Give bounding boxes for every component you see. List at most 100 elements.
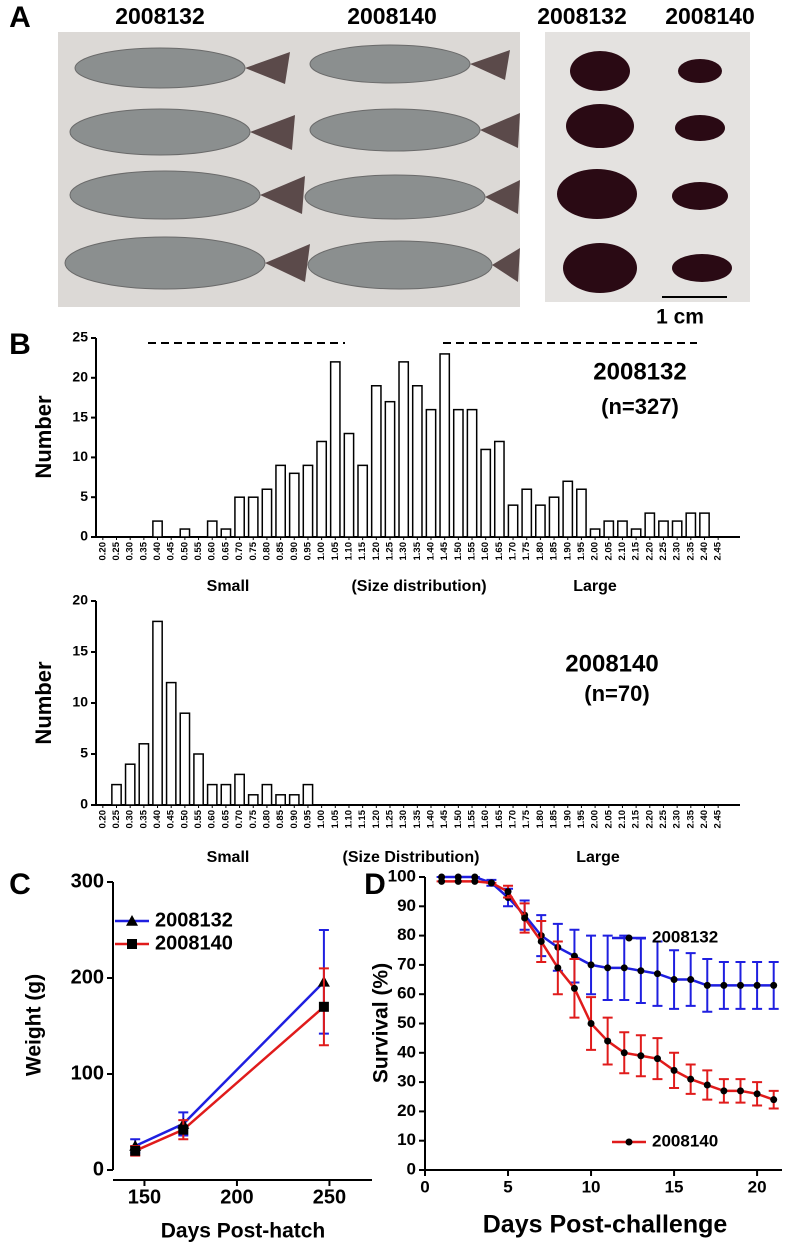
bar: [439, 353, 451, 538]
marker: [587, 1020, 595, 1027]
marker: [625, 1138, 633, 1146]
x-tick-label: 1.65: [494, 541, 505, 560]
panel-label: B: [9, 328, 31, 361]
bar: [535, 504, 546, 538]
x-tick-label: 1.80: [535, 810, 546, 829]
x-tick-label: 0: [420, 1177, 429, 1196]
y-tick-label: 200: [71, 966, 104, 988]
x-tick-label: 0.80: [261, 542, 272, 561]
x-tick-label: 2.35: [685, 541, 696, 560]
marker: [703, 1081, 711, 1089]
x-axis-label: Days Post-hatch: [161, 1220, 326, 1243]
marker: [554, 964, 562, 972]
x-tick-label: 0.40: [152, 810, 163, 829]
x-tick-label: 1.30: [398, 810, 409, 829]
annotation: (Size Distribution): [343, 849, 480, 866]
bar: [617, 520, 628, 538]
marker: [438, 877, 446, 885]
y-tick-label: 20: [397, 1101, 416, 1120]
y-tick-label: 5: [80, 488, 88, 504]
x-tick-label: 1.10: [343, 810, 354, 829]
x-tick-label: 1.10: [343, 542, 354, 561]
marker: [620, 964, 628, 972]
y-tick-label: 0: [80, 528, 88, 544]
y-tick-label: 15: [72, 408, 88, 424]
bar: [220, 528, 232, 538]
marker: [471, 877, 479, 885]
x-tick-label: 150: [128, 1186, 161, 1208]
bar: [261, 783, 273, 806]
bar: [288, 794, 300, 806]
y-tick-label: 80: [397, 925, 416, 944]
x-tick-label: 0.95: [302, 809, 313, 828]
marker: [570, 984, 578, 992]
x-tick-label: 1.75: [521, 541, 532, 560]
bar: [466, 408, 478, 538]
bar: [275, 464, 286, 538]
x-tick-label: 0.45: [166, 541, 177, 560]
x-tick-label: 1.55: [467, 809, 478, 828]
x-tick-label: 1.90: [562, 810, 573, 829]
annotation: Large: [576, 849, 620, 866]
y-tick-label: 100: [388, 866, 416, 885]
x-tick-label: 2.40: [699, 542, 710, 561]
x-tick-label: 0.70: [234, 542, 245, 561]
bar: [124, 763, 136, 806]
marker: [126, 915, 138, 926]
bar: [562, 480, 574, 538]
bar: [247, 496, 259, 538]
x-tick-label: 0.75: [248, 809, 259, 828]
x-tick-label: 2.20: [644, 810, 655, 829]
y-tick-label: 5: [80, 745, 88, 761]
x-tick-label: 0.60: [207, 542, 218, 561]
bar: [206, 520, 218, 538]
bar: [206, 783, 218, 806]
x-tick-label: 0.75: [248, 541, 259, 560]
x-tick-label: 1.15: [357, 541, 368, 560]
marker: [720, 1087, 728, 1095]
x-tick-label: 0.65: [220, 541, 231, 560]
x-tick-label: 0.65: [220, 809, 231, 828]
y-tick-label: 100: [71, 1062, 104, 1084]
x-tick-label: 2.30: [672, 810, 683, 829]
x-tick-label: 0.20: [97, 810, 108, 829]
x-tick-label: 0.80: [261, 810, 272, 829]
marker: [753, 1090, 761, 1098]
series-label: 2008140: [565, 650, 658, 677]
y-tick-label: 20: [72, 369, 88, 385]
bar: [288, 472, 300, 538]
bar: [234, 773, 245, 806]
x-tick-label: 1.80: [535, 542, 546, 561]
photo-label: 2008132: [115, 3, 205, 29]
x-tick-label: 2.05: [603, 809, 614, 828]
x-tick-label: 1.35: [412, 809, 423, 828]
panel-label: A: [9, 1, 31, 34]
x-tick-label: 2.45: [713, 541, 724, 560]
x-tick-label: 1.05: [330, 809, 341, 828]
y-tick-label: 30: [397, 1072, 416, 1091]
x-tick-label: 1.40: [426, 810, 437, 829]
bar: [357, 464, 369, 538]
x-tick-label: 1.45: [439, 541, 450, 560]
photo-label: 2008132: [537, 3, 627, 29]
x-tick-label: 5: [503, 1177, 512, 1196]
photo-label: 2008140: [347, 3, 437, 29]
bar: [521, 488, 533, 538]
x-axis-label: Days Post-challenge: [483, 1211, 728, 1239]
y-tick-label: 0: [93, 1158, 104, 1180]
x-tick-label: 1.60: [480, 542, 491, 561]
y-tick-label: 90: [397, 896, 416, 915]
marker: [753, 981, 761, 989]
x-tick-label: 0.25: [111, 809, 122, 828]
series-label: 2008132: [593, 358, 686, 385]
x-tick-label: 1.20: [371, 542, 382, 561]
annotation: Small: [207, 578, 250, 595]
x-tick-label: 2.25: [658, 809, 669, 828]
y-tick-label: 25: [72, 329, 88, 345]
bar: [658, 520, 669, 538]
bar: [699, 512, 710, 538]
x-tick-label: 2.35: [685, 809, 696, 828]
x-tick-label: 0.30: [125, 810, 136, 829]
bar: [589, 528, 601, 538]
note: (n=70): [584, 681, 649, 706]
